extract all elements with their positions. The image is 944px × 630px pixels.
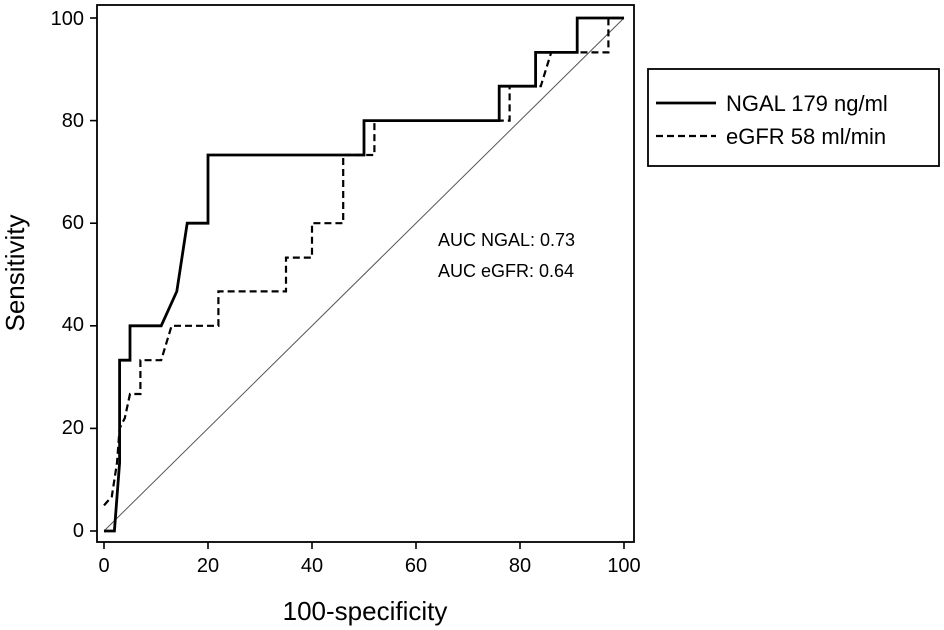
annotation-auc-ngal: AUC NGAL: 0.73 — [438, 230, 575, 250]
y-tick-label: 0 — [73, 520, 84, 542]
y-tick-label: 100 — [51, 8, 84, 30]
legend-label-ngal: NGAL 179 ng/ml — [726, 91, 888, 116]
x-axis-title: 100-specificity — [283, 596, 448, 626]
reference-diagonal-line — [103, 17, 625, 532]
series-line-egfr — [103, 16, 624, 507]
x-tick-label: 0 — [98, 555, 109, 577]
y-tick-labels: 0 20 40 60 80 100 — [51, 8, 84, 542]
series-line-ngal — [104, 16, 624, 533]
x-tick-labels: 0 20 40 60 80 100 — [98, 555, 640, 577]
x-tick-label: 40 — [301, 555, 323, 577]
annotation-auc-egfr: AUC eGFR: 0.64 — [438, 261, 574, 281]
y-axis-title: Sensitivity — [0, 214, 30, 331]
x-tick-label: 80 — [509, 555, 531, 577]
legend-box — [647, 68, 940, 167]
axis-ticks — [90, 17, 625, 549]
x-tick-label: 60 — [405, 555, 427, 577]
y-tick-label: 80 — [62, 110, 84, 132]
x-tick-label: 20 — [197, 555, 219, 577]
legend-label-egfr: eGFR 58 ml/min — [726, 124, 886, 149]
x-tick-label: 100 — [607, 555, 640, 577]
y-tick-label: 40 — [62, 314, 84, 336]
plot-frame — [96, 4, 635, 543]
y-tick-label: 60 — [62, 212, 84, 234]
y-tick-label: 20 — [62, 417, 84, 439]
legend: NGAL 179 ng/ml eGFR 58 ml/min — [647, 68, 940, 167]
